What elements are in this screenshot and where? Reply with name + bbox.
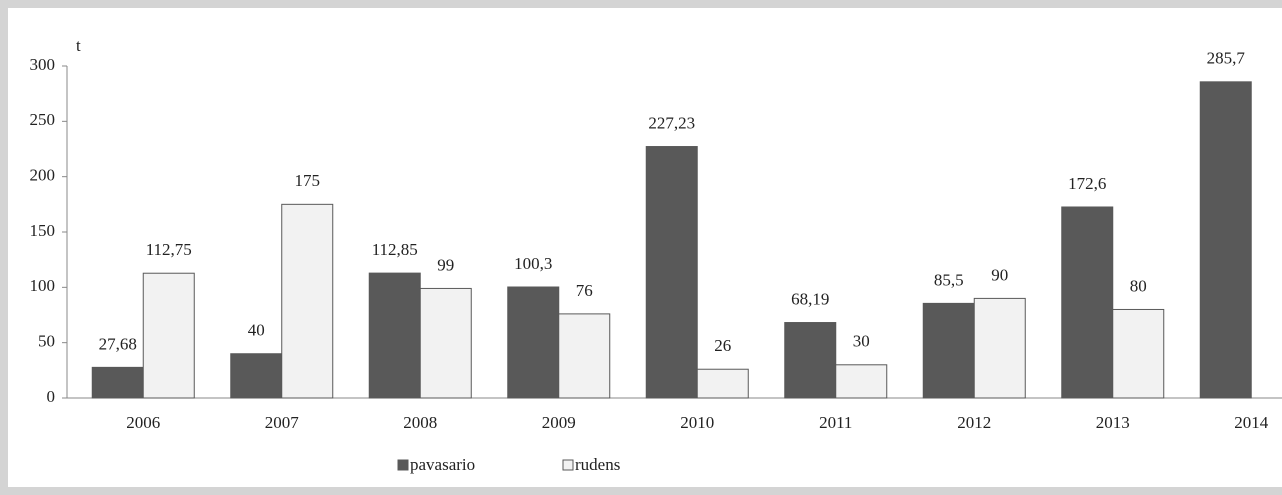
value-label: 80	[1130, 276, 1147, 295]
bar	[1112, 308, 1165, 399]
bar	[696, 368, 749, 399]
y-tick-label: 0	[47, 387, 56, 406]
value-label: 227,23	[648, 113, 695, 132]
value-label: 27,68	[99, 334, 137, 353]
value-label: 85,5	[934, 270, 964, 289]
bar	[281, 203, 334, 399]
y-axis-label: t	[76, 36, 81, 55]
legend-swatch	[397, 459, 409, 471]
y-tick-label: 200	[30, 166, 56, 185]
bar	[230, 353, 283, 399]
x-tick-label: 2008	[403, 413, 437, 432]
y-tick-label: 300	[30, 55, 56, 74]
value-label: 26	[714, 336, 731, 355]
legend-label: pavasario	[410, 455, 475, 474]
legend-label: rudens	[575, 455, 620, 474]
bar	[1061, 206, 1114, 399]
x-tick-label: 2013	[1096, 413, 1130, 432]
value-label: 172,6	[1068, 174, 1106, 193]
bar	[558, 313, 611, 399]
bar	[507, 286, 560, 399]
y-tick-label: 150	[30, 221, 56, 240]
x-tick-label: 2014	[1234, 413, 1269, 432]
x-tick-label: 2010	[680, 413, 714, 432]
x-tick-label: 2012	[957, 413, 991, 432]
legend-swatch	[562, 459, 574, 471]
value-label: 100,3	[514, 254, 552, 273]
x-tick-label: 2007	[265, 413, 300, 432]
bar	[973, 297, 1026, 399]
value-label: 175	[295, 171, 321, 190]
value-label: 90	[991, 265, 1008, 284]
x-tick-label: 2006	[126, 413, 160, 432]
bar	[835, 364, 888, 399]
value-label: 40	[248, 321, 265, 340]
y-tick-label: 100	[30, 276, 56, 295]
bar	[1199, 81, 1252, 399]
bar	[922, 302, 975, 399]
bar	[368, 272, 421, 399]
bar	[645, 146, 698, 399]
value-label: 112,75	[146, 240, 192, 259]
value-label: 112,85	[372, 240, 418, 259]
y-tick-label: 50	[38, 332, 55, 351]
value-label: 30	[853, 332, 870, 351]
bar	[784, 322, 837, 399]
bar	[419, 287, 472, 399]
bar	[142, 272, 195, 399]
value-label: 76	[576, 281, 593, 300]
value-label: 285,7	[1207, 49, 1246, 68]
value-label: 68,19	[791, 289, 829, 308]
value-label: 99	[437, 255, 454, 274]
x-tick-label: 2011	[819, 413, 852, 432]
x-tick-label: 2009	[542, 413, 576, 432]
y-tick-label: 250	[30, 110, 56, 129]
bar	[91, 366, 144, 399]
